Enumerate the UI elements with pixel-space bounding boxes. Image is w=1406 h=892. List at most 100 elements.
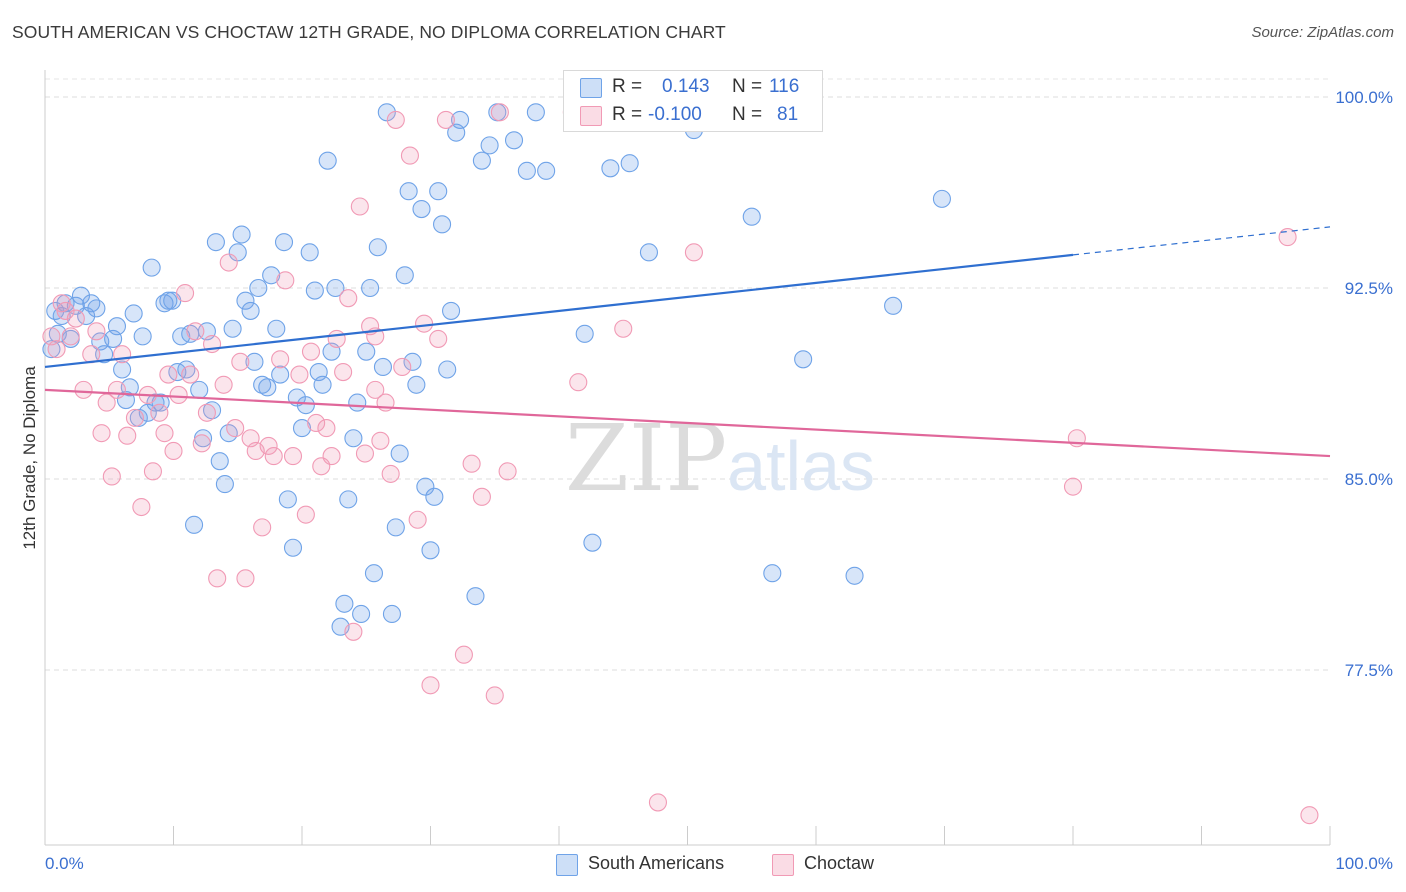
- choctaw-point: [366, 380, 385, 399]
- south-americans-point: [421, 541, 440, 560]
- choctaw-point: [102, 467, 121, 486]
- choctaw-point: [283, 447, 303, 466]
- south-americans-point: [228, 243, 247, 262]
- south-americans-point: [129, 408, 148, 427]
- legend-n-value: 81: [777, 104, 799, 125]
- south-americans-point: [438, 360, 457, 379]
- south-americans-point: [71, 286, 91, 305]
- y-tick-label: 100.0%: [1335, 88, 1393, 107]
- choctaw-point: [107, 380, 127, 399]
- south-americans-point: [407, 375, 426, 394]
- south-americans-point: [433, 215, 452, 234]
- south-americans-point: [300, 243, 319, 262]
- choctaw-point: [485, 686, 504, 705]
- choctaw-point: [472, 487, 491, 506]
- south-americans-point: [107, 317, 127, 336]
- choctaw-point: [61, 327, 80, 346]
- choctaw-point: [334, 362, 353, 382]
- choctaw-point: [176, 284, 195, 303]
- legend-row-south-americans: R = 0.143 N = 116: [564, 73, 822, 101]
- choctaw-point: [454, 645, 473, 664]
- south-americans-point: [274, 233, 294, 252]
- choctaw-point: [118, 426, 137, 445]
- choctaw-point: [322, 447, 341, 466]
- south-americans-point: [395, 266, 414, 285]
- south-americans-point: [249, 278, 268, 298]
- legend-n-label: N =: [732, 76, 763, 97]
- choctaw-point: [296, 505, 315, 524]
- bottom-legend-label: Choctaw: [804, 853, 875, 873]
- bottom-legend-swatch-blue: [556, 854, 578, 876]
- south-americans-point: [95, 345, 114, 364]
- watermark: ZIPatlas: [565, 405, 875, 512]
- legend-r-value: 0.143: [662, 76, 710, 97]
- choctaw-point: [87, 322, 106, 341]
- south-americans-point: [146, 393, 165, 412]
- choctaw-point: [197, 403, 216, 422]
- choctaw-point: [264, 447, 283, 466]
- choctaw-point: [231, 352, 250, 371]
- choctaw-point: [393, 357, 412, 376]
- south-americans-trend-line: [44, 253, 1074, 369]
- south-americans-point: [241, 301, 260, 320]
- south-americans-point: [399, 182, 418, 201]
- choctaw-point: [236, 569, 255, 588]
- choctaw-point: [181, 365, 200, 384]
- south-americans-point: [271, 365, 290, 384]
- south-americans-point: [42, 340, 61, 359]
- y-tick-label: 77.5%: [1345, 661, 1393, 680]
- legend-n-value: 116: [769, 76, 800, 97]
- choctaw-point: [436, 110, 455, 129]
- south-americans-point: [253, 375, 272, 394]
- south-americans-point: [133, 327, 152, 346]
- south-americans-point: [124, 304, 143, 323]
- choctaw-point: [327, 329, 346, 348]
- south-americans-point: [56, 294, 75, 313]
- choctaw-point: [92, 424, 111, 443]
- south-americans-point: [232, 225, 251, 244]
- choctaw-point: [355, 444, 375, 463]
- choctaw-point: [150, 403, 169, 422]
- south-americans-point: [305, 281, 324, 300]
- correlation-legend: R = 0.143 N = 116 R = -0.100 N = 81: [563, 70, 823, 132]
- axes: [44, 70, 1331, 846]
- choctaw-point: [208, 569, 227, 588]
- south-americans-point: [203, 401, 222, 420]
- tick-labels: 100.0% 92.5% 85.0% 77.5% 0.0% 100.0% 12th Grad…: [20, 88, 1393, 873]
- south-americans-point: [364, 564, 384, 583]
- trend-lines: [44, 226, 1331, 458]
- south-americans-point: [412, 200, 431, 219]
- south-americans-point: [292, 419, 312, 438]
- legend-r-value: -0.100: [648, 104, 702, 125]
- south-americans-point: [352, 604, 371, 624]
- south-americans-point: [451, 110, 470, 129]
- choctaw-point: [1300, 806, 1319, 825]
- choctaw-point: [259, 436, 278, 455]
- choctaw-point: [164, 441, 183, 461]
- south-americans-point: [344, 429, 363, 448]
- south-americans-point: [932, 189, 951, 208]
- south-americans-point: [601, 159, 620, 178]
- chart-title: SOUTH AMERICAN VS CHOCTAW 12TH GRADE, NO…: [12, 22, 726, 42]
- south-americans-point: [575, 324, 594, 343]
- bottom-legend-swatch-pink: [772, 854, 794, 876]
- south-americans-point: [159, 291, 178, 310]
- south-americans-point: [278, 490, 297, 509]
- south-americans-point: [267, 319, 286, 338]
- south-americans-point: [403, 352, 422, 371]
- choctaw-point: [214, 375, 233, 394]
- x-tick-label: 100.0%: [1335, 854, 1393, 873]
- choctaw-point: [400, 146, 419, 165]
- choctaw-point: [344, 622, 363, 641]
- choctaw-point: [415, 314, 434, 333]
- south-americans-point: [442, 301, 461, 320]
- choctaw-point: [125, 408, 144, 427]
- choctaw-point: [408, 510, 427, 529]
- south-americans-point: [210, 452, 229, 471]
- choctaw-point: [192, 434, 211, 453]
- choctaw-point: [301, 342, 321, 361]
- south-americans-point: [206, 233, 225, 252]
- south-americans-point: [845, 566, 864, 585]
- choctaw-point: [219, 253, 238, 272]
- south-americans-point: [318, 151, 337, 170]
